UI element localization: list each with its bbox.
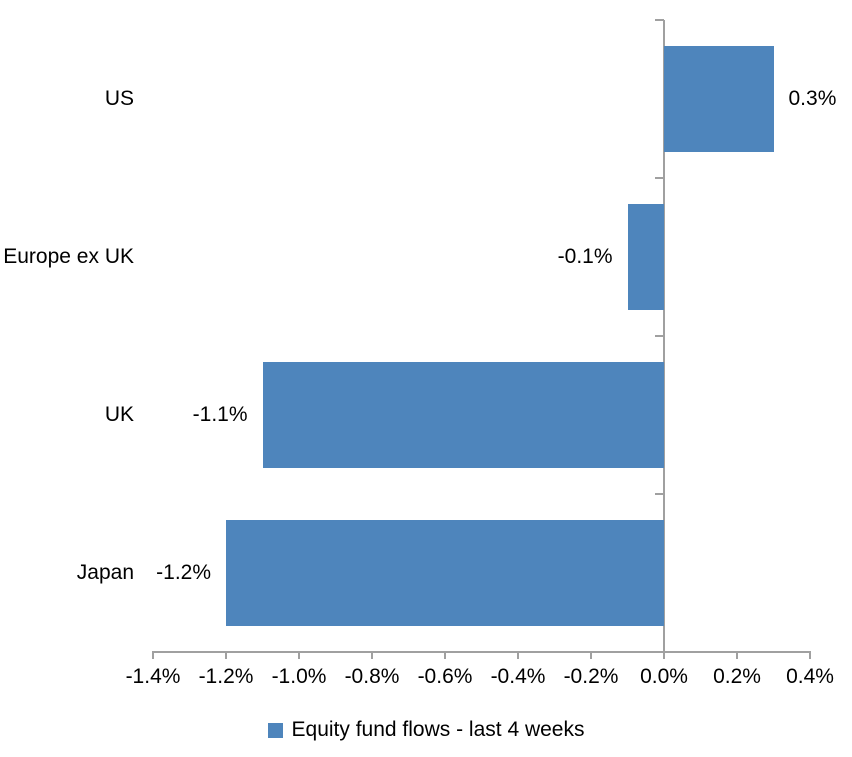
legend-label: Equity fund flows - last 4 weeks — [291, 718, 585, 741]
category-tick-mark — [655, 651, 664, 653]
x-tick-mark — [298, 652, 300, 659]
x-tick-mark — [225, 652, 227, 659]
x-tick-label--0-2-: -0.2% — [563, 665, 619, 688]
category-tick-mark — [655, 177, 664, 179]
category-label-japan: Japan — [76, 561, 134, 584]
value-label-europe-ex-uk: -0.1% — [557, 245, 613, 268]
category-tick-mark — [655, 335, 664, 337]
value-label-uk: -1.1% — [192, 403, 248, 426]
bar-japan — [226, 520, 664, 626]
x-tick-label-0-2-: 0.2% — [713, 665, 761, 688]
x-axis-line — [152, 651, 811, 653]
x-tick-mark — [590, 652, 592, 659]
y-axis-line — [663, 20, 665, 652]
x-tick-label--0-8-: -0.8% — [344, 665, 400, 688]
x-tick-label--0-4-: -0.4% — [490, 665, 546, 688]
category-label-europe-ex-uk: Europe ex UK — [3, 245, 134, 268]
x-tick-label--1-4-: -1.4% — [125, 665, 181, 688]
category-label-uk: UK — [104, 403, 134, 426]
category-tick-mark — [655, 493, 664, 495]
bar-us — [664, 46, 774, 152]
x-tick-mark — [371, 652, 373, 659]
x-tick-label--1-0-: -1.0% — [271, 665, 327, 688]
category-tick-mark — [655, 19, 664, 21]
x-tick-label-0-4-: 0.4% — [786, 665, 834, 688]
x-tick-label--0-6-: -0.6% — [417, 665, 473, 688]
x-tick-mark — [663, 652, 665, 659]
x-tick-label--1-2-: -1.2% — [198, 665, 254, 688]
x-tick-mark — [736, 652, 738, 659]
legend: Equity fund flows - last 4 weeks — [0, 718, 852, 742]
value-label-us: 0.3% — [788, 87, 837, 110]
x-tick-mark — [152, 652, 154, 659]
bar-uk — [262, 362, 664, 468]
x-tick-label-0-0-: 0.0% — [640, 665, 688, 688]
bar-europe-ex-uk — [627, 204, 664, 310]
x-tick-mark — [809, 652, 811, 659]
x-tick-mark — [444, 652, 446, 659]
x-tick-mark — [517, 652, 519, 659]
category-label-us: US — [104, 87, 134, 110]
legend-swatch — [267, 722, 283, 738]
value-label-japan: -1.2% — [156, 561, 211, 584]
